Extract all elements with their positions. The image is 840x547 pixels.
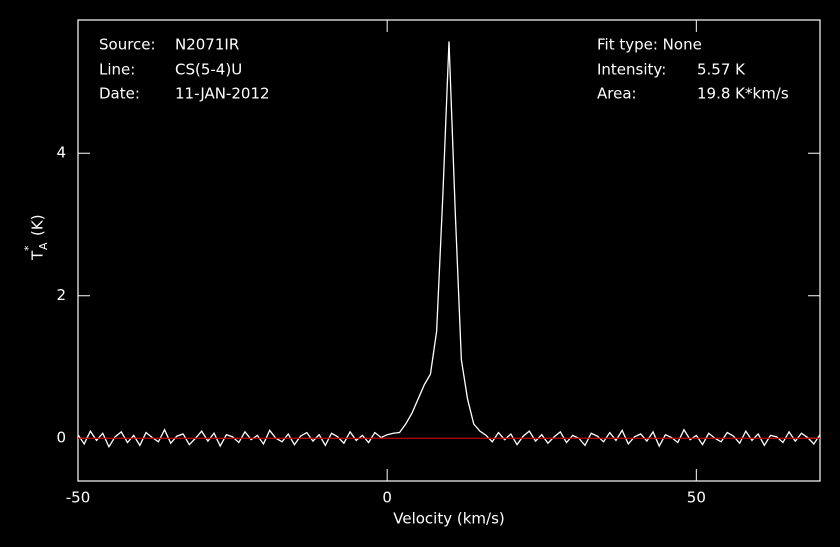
info-value: CS(5-4)U [175, 61, 242, 79]
info-label: Line: [99, 61, 135, 79]
info-label: Fit type: None [597, 36, 702, 54]
info-value: 11-JAN-2012 [175, 85, 270, 103]
y-label-unit: (K) [29, 214, 47, 236]
y-label-sub: A [37, 242, 50, 250]
y-label-sup: * [22, 245, 35, 251]
info-value: 5.57 K [697, 61, 746, 79]
spectrum-line [77, 41, 821, 449]
y-tick-label: 4 [56, 144, 66, 162]
x-tick-label: -50 [66, 489, 91, 507]
info-label: Area: [597, 85, 637, 103]
info-label: Source: [99, 36, 156, 54]
info-value: 19.8 K*km/s [697, 85, 789, 103]
x-tick-label: 0 [382, 489, 392, 507]
info-label: Intensity: [597, 61, 666, 79]
y-tick-label: 2 [56, 286, 66, 304]
x-axis-label: Velocity (km/s) [393, 510, 504, 528]
x-tick-label: 50 [687, 489, 706, 507]
y-tick-label: 0 [56, 429, 66, 447]
y-label-main: T [29, 250, 47, 261]
info-label: Date: [99, 85, 140, 103]
plot-frame [77, 19, 821, 482]
info-value: N2071IR [175, 36, 239, 54]
y-axis-label: T * A (K) [22, 214, 50, 261]
